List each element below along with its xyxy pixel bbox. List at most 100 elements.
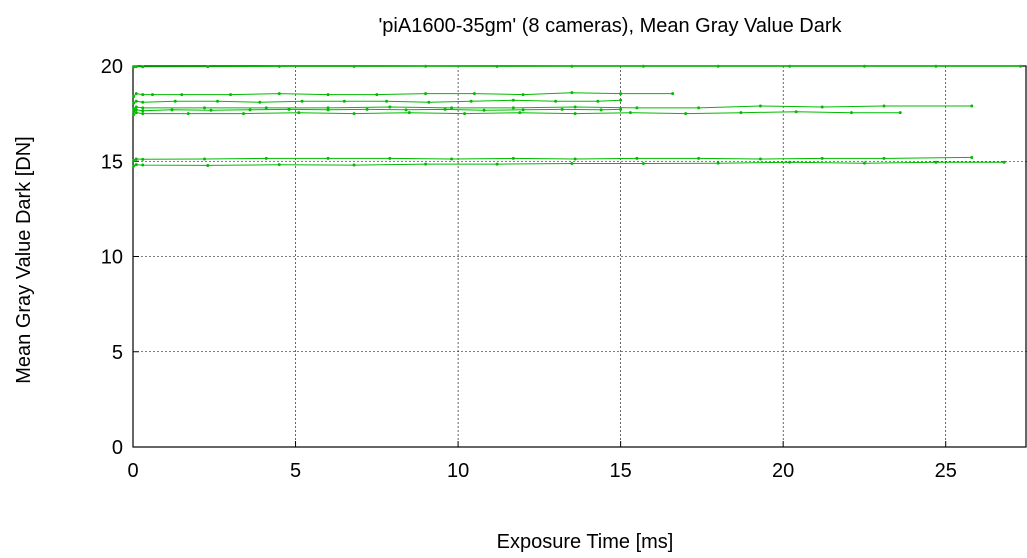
data-point bbox=[463, 112, 467, 116]
tick-labels: 0 5 10 15 20 25 0 5 10 15 20 bbox=[101, 56, 957, 482]
data-point bbox=[352, 64, 356, 68]
data-point bbox=[134, 163, 138, 167]
x-tick-label: 10 bbox=[447, 460, 469, 482]
data-point bbox=[450, 157, 454, 161]
data-point bbox=[862, 64, 866, 68]
data-point bbox=[495, 162, 499, 166]
data-point bbox=[134, 65, 138, 69]
data-point bbox=[862, 161, 866, 165]
data-point bbox=[450, 106, 454, 110]
data-point bbox=[209, 108, 213, 112]
data-point bbox=[264, 106, 268, 110]
data-point bbox=[407, 111, 411, 115]
data-point bbox=[141, 106, 145, 110]
data-point bbox=[635, 106, 639, 110]
series-layer bbox=[132, 64, 1022, 168]
data-point bbox=[424, 162, 428, 166]
data-point bbox=[141, 100, 145, 104]
y-axis-label: Mean Gray Value Dark [DN] bbox=[13, 136, 35, 384]
data-point bbox=[518, 111, 522, 115]
series-line bbox=[133, 111, 901, 116]
data-point bbox=[375, 93, 379, 97]
data-point bbox=[443, 107, 447, 111]
data-point bbox=[352, 163, 356, 167]
data-point bbox=[635, 156, 639, 160]
y-tick-label: 0 bbox=[112, 437, 123, 459]
data-point bbox=[788, 64, 792, 68]
data-point bbox=[180, 93, 184, 97]
data-point bbox=[482, 108, 486, 112]
data-point bbox=[300, 99, 304, 103]
data-point bbox=[511, 106, 515, 110]
data-point bbox=[132, 164, 136, 168]
series-line bbox=[133, 108, 621, 112]
data-point bbox=[132, 109, 136, 113]
data-point bbox=[216, 99, 220, 103]
data-point bbox=[134, 92, 138, 96]
series-line bbox=[133, 65, 1021, 68]
data-point bbox=[132, 101, 136, 105]
data-point bbox=[424, 92, 428, 96]
data-point bbox=[619, 107, 623, 111]
data-point bbox=[365, 107, 369, 111]
data-point bbox=[739, 111, 743, 115]
data-point bbox=[404, 108, 408, 112]
data-point bbox=[277, 163, 281, 167]
data-point bbox=[671, 92, 675, 96]
data-point bbox=[229, 93, 233, 97]
data-point bbox=[758, 104, 762, 108]
data-point bbox=[521, 108, 525, 112]
data-point bbox=[573, 105, 577, 109]
data-point bbox=[326, 156, 330, 160]
data-point bbox=[134, 105, 138, 109]
series-line bbox=[133, 161, 1005, 167]
data-point bbox=[352, 112, 356, 116]
data-point bbox=[820, 105, 824, 109]
data-point bbox=[619, 98, 623, 102]
data-point bbox=[573, 112, 577, 116]
data-point bbox=[141, 163, 145, 167]
data-point bbox=[151, 93, 155, 97]
data-point bbox=[141, 157, 145, 161]
data-point bbox=[970, 104, 974, 108]
series-line bbox=[133, 92, 673, 97]
data-point bbox=[385, 99, 389, 103]
data-point bbox=[203, 157, 207, 161]
data-point bbox=[170, 108, 174, 112]
data-point bbox=[472, 92, 476, 96]
series-line bbox=[133, 156, 972, 161]
data-point bbox=[388, 105, 392, 109]
data-point bbox=[882, 156, 886, 160]
data-point bbox=[495, 64, 499, 68]
data-point bbox=[573, 157, 577, 161]
y-tick-label: 5 bbox=[112, 342, 123, 364]
data-point bbox=[599, 108, 603, 112]
x-axis-label: Exposure Time [ms] bbox=[497, 531, 674, 553]
data-point bbox=[206, 65, 210, 69]
data-point bbox=[141, 112, 145, 116]
grid bbox=[132, 65, 1027, 448]
data-point bbox=[141, 65, 145, 69]
data-point bbox=[849, 111, 853, 115]
data-point bbox=[248, 108, 252, 112]
series-line bbox=[133, 105, 972, 110]
data-point bbox=[297, 111, 301, 115]
data-point bbox=[134, 108, 138, 112]
data-point bbox=[511, 98, 515, 102]
data-point bbox=[511, 156, 515, 160]
data-point bbox=[934, 64, 938, 68]
data-point bbox=[134, 157, 138, 161]
x-tick-label: 0 bbox=[127, 460, 138, 482]
data-point bbox=[882, 104, 886, 108]
data-point bbox=[326, 93, 330, 97]
data-point bbox=[186, 112, 190, 116]
data-point bbox=[684, 112, 688, 116]
data-point bbox=[264, 156, 268, 160]
data-point bbox=[134, 111, 138, 115]
data-point bbox=[206, 163, 210, 167]
data-point bbox=[1018, 64, 1022, 68]
data-point bbox=[132, 107, 136, 111]
data-point bbox=[424, 64, 428, 68]
data-point bbox=[427, 100, 431, 104]
